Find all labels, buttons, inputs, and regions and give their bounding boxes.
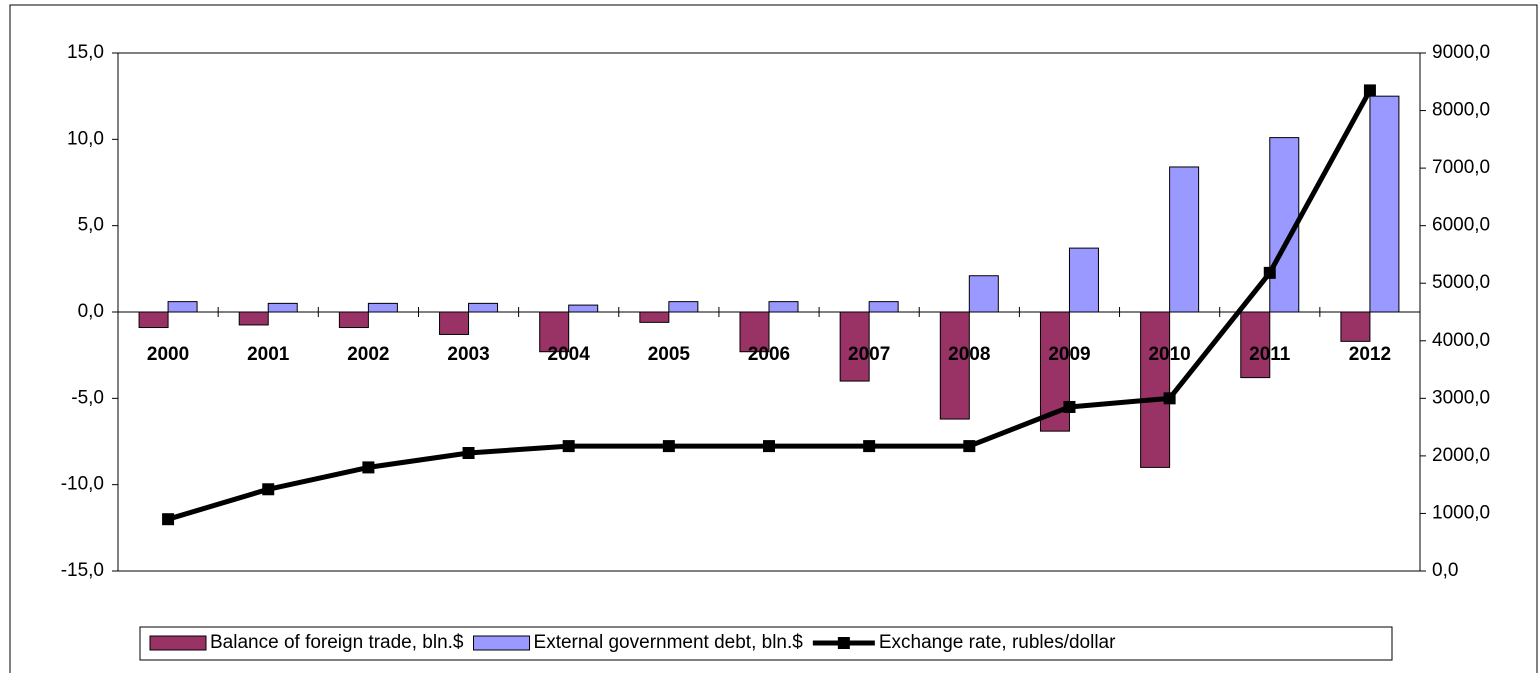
x-tick-label: 2006 — [748, 344, 790, 365]
bar — [839, 311, 870, 382]
marker — [1063, 400, 1076, 413]
bar — [1169, 166, 1200, 313]
legend-swatch — [149, 635, 207, 651]
y2-tick-label: 1000,0 — [1432, 502, 1490, 523]
bar — [868, 301, 899, 313]
x-tick-label: 2009 — [1048, 344, 1090, 365]
y-tick-label: 15,0 — [67, 42, 104, 63]
legend-label: Exchange rate, rubles/dollar — [879, 632, 1116, 653]
y2-tick-label: 8000,0 — [1432, 100, 1490, 121]
marker — [262, 483, 275, 496]
y-tick-label: 10,0 — [67, 128, 104, 149]
y2-tick-label: 3000,0 — [1432, 387, 1490, 408]
y2-tick-label: 0,0 — [1432, 560, 1458, 581]
bar — [739, 311, 770, 353]
bar — [939, 311, 970, 420]
legend-marker — [837, 637, 850, 649]
marker — [362, 461, 375, 474]
marker — [1163, 392, 1176, 405]
bar — [668, 301, 699, 313]
x-tick-label: 2004 — [548, 344, 591, 365]
legend — [139, 626, 1393, 661]
y-tick-label: 0,0 — [78, 301, 104, 322]
x-tick-label: 2007 — [848, 344, 890, 365]
marker — [562, 440, 575, 453]
x-tick-label: 2008 — [948, 344, 990, 365]
y2-tick-label: 2000,0 — [1432, 445, 1490, 466]
bar — [639, 311, 670, 323]
bar — [968, 275, 999, 313]
bar — [1240, 311, 1271, 379]
marker — [763, 440, 775, 453]
x-tick-label: 2011 — [1249, 344, 1291, 365]
bar — [338, 311, 369, 329]
x-tick-label: 2002 — [347, 344, 389, 365]
marker — [863, 440, 876, 453]
bar — [1140, 311, 1171, 468]
bar — [138, 311, 169, 329]
bar — [1340, 311, 1371, 342]
bar — [238, 311, 269, 326]
marker — [963, 440, 976, 453]
marker — [1263, 266, 1276, 279]
bar — [468, 302, 499, 313]
marker — [162, 513, 175, 526]
bar — [768, 301, 799, 313]
bar — [439, 311, 470, 335]
bar — [539, 311, 570, 353]
y2-tick-label: 5000,0 — [1432, 272, 1490, 293]
x-tick-label: 2003 — [447, 344, 489, 365]
chart-frame — [9, 4, 1538, 673]
y2-tick-label: 4000,0 — [1432, 330, 1490, 351]
x-tick-label: 2000 — [147, 344, 189, 365]
y-tick-label: 5,0 — [78, 215, 104, 236]
x-tick-label: 2001 — [247, 344, 290, 365]
x-tick-label: 2010 — [1148, 344, 1190, 365]
x-tick-label: 2012 — [1349, 344, 1391, 365]
legend-label: Balance of foreign trade, bln.$ — [210, 632, 464, 653]
y2-tick-label: 9000,0 — [1432, 42, 1490, 63]
bar — [267, 302, 298, 313]
marker — [1363, 84, 1376, 97]
y-tick-label: -15,0 — [61, 560, 104, 581]
y-tick-label: -10,0 — [61, 474, 104, 495]
bar — [568, 304, 599, 313]
x-tick-label: 2005 — [648, 344, 691, 365]
bar — [1369, 95, 1400, 313]
marker — [462, 447, 475, 460]
bar — [367, 302, 398, 313]
legend-label: External government debt, bln.$ — [534, 632, 804, 653]
y2-tick-label: 7000,0 — [1432, 157, 1490, 178]
legend-swatch — [473, 635, 531, 651]
marker — [662, 440, 675, 453]
y2-tick-label: 6000,0 — [1432, 215, 1490, 236]
bar — [1068, 247, 1099, 313]
bar — [167, 301, 198, 313]
y-tick-label: -5,0 — [71, 387, 104, 408]
